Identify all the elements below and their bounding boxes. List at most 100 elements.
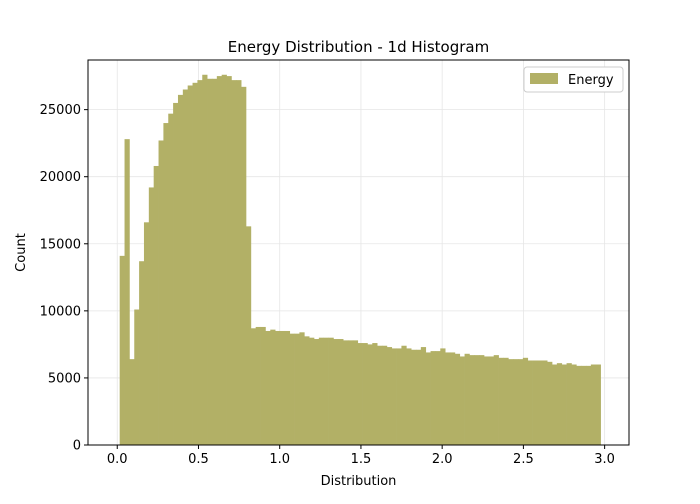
histogram-bar [129, 359, 135, 445]
legend-swatch [530, 73, 558, 84]
histogram-bar [566, 363, 572, 445]
histogram-bar [440, 348, 446, 445]
x-axis-ticks: 0.0 0.5 1.0 1.5 2.0 2.5 3.0 [107, 445, 615, 467]
histogram-bar [236, 80, 242, 445]
histogram-bar [488, 356, 495, 445]
histogram-bar [445, 352, 451, 445]
histogram-bar [197, 80, 203, 445]
histogram-bar [362, 343, 368, 445]
histogram-bar [435, 351, 441, 445]
y-axis-ticks: 0 5000 10000 15000 20000 25000 [40, 103, 88, 454]
y-tick-label: 10000 [40, 304, 81, 319]
histogram-bar [318, 337, 325, 445]
histogram-bar [119, 255, 125, 445]
histogram-bar [377, 345, 383, 445]
x-tick-label: 3.0 [594, 452, 615, 467]
x-tick-label: 0.0 [107, 452, 128, 467]
histogram-bar [415, 349, 422, 445]
histogram-bar [411, 349, 417, 445]
histogram-bar [255, 326, 261, 445]
histogram-bar [590, 364, 597, 445]
histogram-bar [352, 340, 359, 445]
histogram-bar [245, 226, 252, 445]
x-tick-label: 1.5 [351, 452, 372, 467]
x-tick-label: 1.0 [269, 452, 290, 467]
histogram-bar [134, 309, 140, 445]
histogram-bar [576, 365, 582, 445]
histogram-bar [386, 347, 393, 445]
histogram-bar [265, 330, 271, 445]
histogram-bar [586, 365, 592, 445]
x-tick-label: 2.5 [513, 452, 534, 467]
histogram-bar [207, 78, 213, 445]
histogram-bar [153, 165, 159, 445]
histogram-bar [275, 330, 281, 445]
legend-label: Energy [568, 73, 614, 88]
histogram-bar [552, 364, 558, 445]
histogram-bar [270, 329, 276, 445]
histogram-bar [260, 326, 266, 445]
histogram-bar [173, 102, 179, 446]
histogram-bar [241, 86, 247, 445]
histogram-bar [182, 89, 189, 445]
histogram-bar [216, 76, 223, 445]
histogram-bar [518, 359, 524, 445]
histogram-bar [508, 359, 514, 445]
histogram-bar [187, 85, 193, 446]
x-tick-label: 2.0 [432, 452, 453, 467]
histogram-bar [202, 74, 208, 445]
y-axis-label: Count [14, 233, 29, 272]
histogram-bar [425, 352, 431, 445]
histogram-bar [313, 339, 320, 445]
histogram-bar [391, 348, 397, 445]
histogram-bar [289, 333, 295, 445]
histogram-bar [406, 348, 412, 445]
histogram-bar [163, 123, 169, 446]
y-tick-label: 20000 [40, 170, 81, 185]
histogram-bar [338, 339, 344, 445]
histogram-bar [479, 355, 485, 445]
histogram-bar [279, 330, 286, 445]
y-tick-label: 0 [73, 439, 81, 454]
histogram-bar [396, 348, 402, 445]
histogram-bar [420, 347, 427, 445]
histogram-bar [250, 328, 257, 445]
histogram-bar [333, 339, 339, 445]
histogram-bar [430, 351, 436, 445]
histogram-bar [372, 343, 378, 445]
histogram-bar [139, 261, 145, 445]
histogram-bar [493, 355, 499, 445]
histogram-bar [503, 357, 509, 445]
histogram-bar [192, 82, 198, 446]
plot-frame [87, 59, 630, 446]
histogram-bar [226, 76, 232, 445]
histogram-bar [454, 353, 461, 445]
histogram-bar [381, 345, 388, 445]
histogram-bar [343, 340, 349, 445]
histogram-bar [532, 360, 538, 445]
histogram-bar [304, 336, 310, 445]
histogram-bar [542, 360, 548, 445]
histogram-bar [323, 337, 329, 445]
histogram-bar [556, 363, 563, 445]
histogram-bar [367, 344, 373, 445]
histogram-bar [294, 333, 300, 445]
histogram-bar [498, 357, 504, 445]
histogram-bar [527, 360, 533, 445]
histogram-bar [124, 139, 130, 445]
histogram-bar [299, 332, 305, 445]
histogram-bar [347, 340, 354, 445]
legend: Energy [523, 66, 624, 93]
histogram-bar [561, 364, 567, 445]
histogram-bar [158, 140, 164, 446]
chart-title: Energy Distribution - 1d Histogram [228, 38, 489, 56]
histogram-bar [309, 337, 315, 445]
histogram-bar [464, 353, 470, 445]
histogram-bar [581, 365, 587, 445]
histogram-bar [595, 364, 601, 445]
histogram-bar [537, 360, 543, 445]
histogram-bar [231, 80, 237, 445]
histogram-bar [143, 222, 150, 445]
